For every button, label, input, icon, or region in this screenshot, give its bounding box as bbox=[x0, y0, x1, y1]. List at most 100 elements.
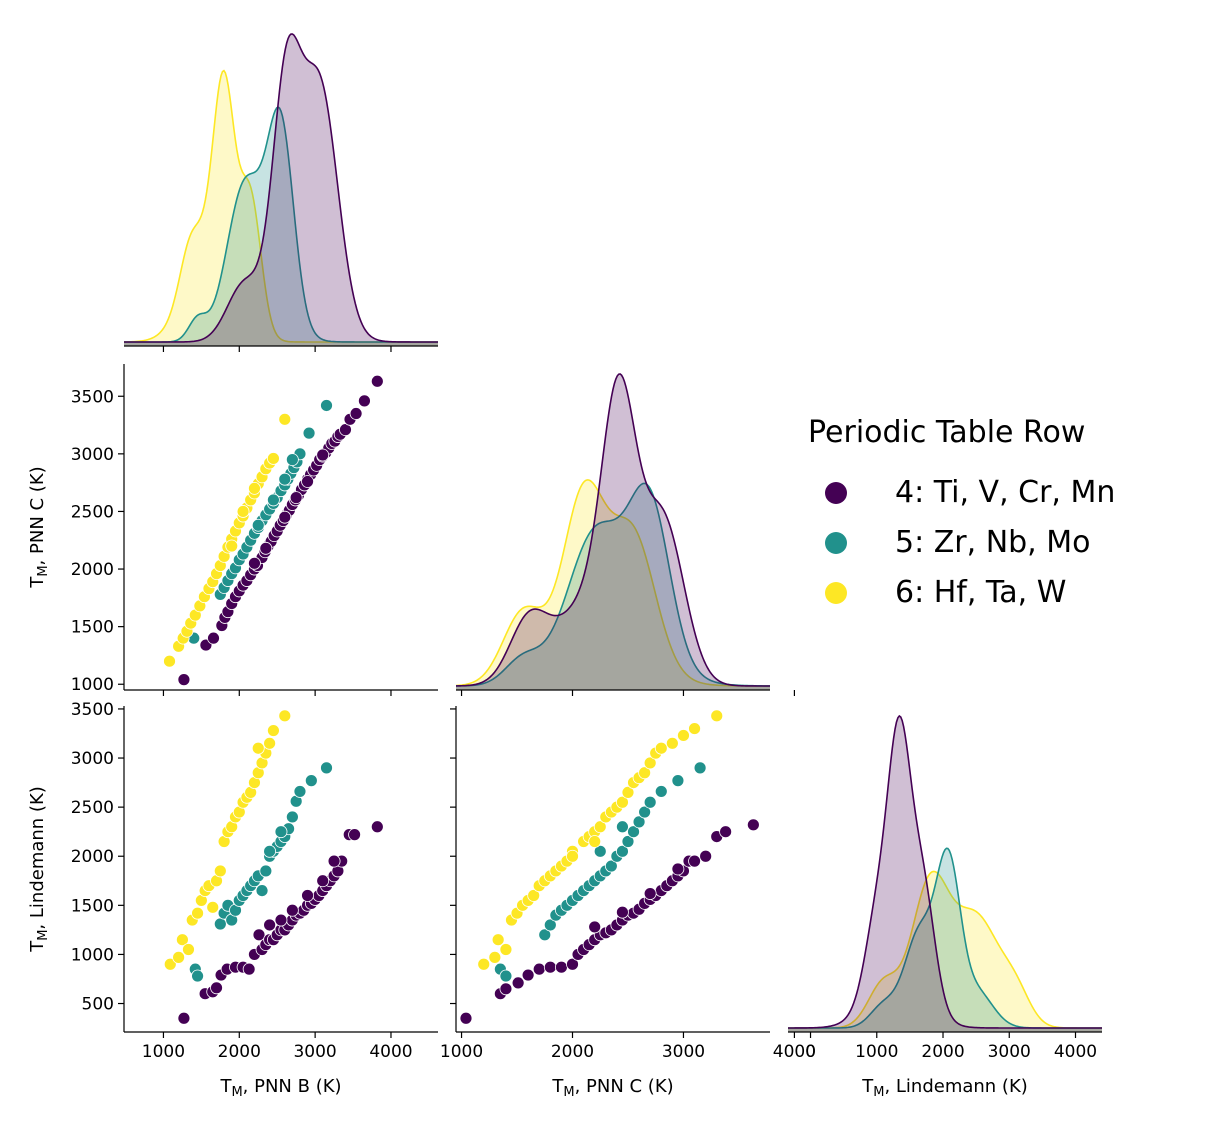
kde-panel-C bbox=[455, 373, 796, 696]
scatter-BC-y-tick-label: 3000 bbox=[71, 445, 114, 465]
scatter-BC-y-tick-label: 2000 bbox=[71, 560, 114, 580]
legend-marker-row6 bbox=[825, 582, 847, 604]
axis-labels-layer: TM, PNN B (K) TM, PNN C (K) TM, Lindemann … bbox=[27, 466, 1028, 1100]
scatter-CL-x-tick-label: 4000 bbox=[773, 1042, 816, 1062]
scatter-BC-y-tick-label: 3500 bbox=[71, 387, 114, 407]
y-axis-label-lindemann: TM, Lindemann (K) bbox=[27, 786, 51, 953]
scatter-point-row5 bbox=[632, 815, 646, 829]
scatter-point-row6 bbox=[267, 452, 280, 465]
scatter-CL-x-tick-label: 2000 bbox=[551, 1042, 594, 1062]
scatter-point-row5 bbox=[251, 518, 265, 532]
scatter-point-row4 bbox=[370, 374, 384, 388]
scatter-point-row6 bbox=[251, 741, 265, 755]
scatter-point-row5 bbox=[285, 453, 299, 467]
scatter-point-row6 bbox=[566, 849, 579, 863]
scatter-point-row5 bbox=[191, 969, 204, 983]
kde-fill-L-row4 bbox=[788, 716, 1102, 1032]
x-axis-label-pnn-c: TM, PNN C (K) bbox=[551, 1076, 673, 1100]
scatter-point-row5 bbox=[593, 844, 607, 858]
scatter-point-row6 bbox=[163, 654, 176, 668]
scatter-point-row4 bbox=[543, 960, 557, 974]
scatter-point-row5 bbox=[627, 825, 640, 839]
legend-label-row4: 4: Ti, V, Cr, Mn bbox=[895, 475, 1115, 510]
kde-L-x-tick-label: 2000 bbox=[921, 1042, 964, 1062]
y-axis-label-pnn-c: TM, PNN C (K) bbox=[27, 466, 51, 588]
scatter-point-row4 bbox=[327, 854, 341, 868]
scatter-point-row4 bbox=[459, 1011, 473, 1025]
scatter-point-row4 bbox=[248, 556, 261, 570]
scatter-point-row6 bbox=[638, 766, 652, 780]
x-axis-label-pnn-b: TM, PNN B (K) bbox=[219, 1076, 341, 1100]
scatter-point-row6 bbox=[643, 756, 657, 770]
scatter-point-row6 bbox=[263, 736, 277, 750]
scatter-panel-C-L: 1000 2000 3000 4000 bbox=[440, 706, 816, 1062]
scatter-point-row5 bbox=[304, 774, 318, 788]
scatter-point-row6 bbox=[236, 505, 250, 518]
scatter-point-row4 bbox=[499, 982, 513, 996]
scatter-point-row5 bbox=[671, 774, 685, 788]
scatter-point-row4 bbox=[349, 407, 363, 420]
kde-fill-B-row4 bbox=[124, 34, 438, 346]
kde-fill-C-row6 bbox=[456, 479, 770, 690]
kde-L-x-tick-label: 4000 bbox=[1054, 1042, 1097, 1062]
kde-fill-L-row6 bbox=[788, 871, 1102, 1032]
scatter-point-row4 bbox=[555, 960, 568, 974]
scatter-point-row6 bbox=[278, 709, 292, 723]
scatter-point-row4 bbox=[348, 828, 361, 842]
kde-line-C-row4 bbox=[455, 373, 770, 687]
scatter-point-row5 bbox=[274, 825, 288, 839]
scatter-point-row5 bbox=[293, 785, 307, 798]
legend-marker-row5 bbox=[825, 532, 847, 554]
scatter-point-row5 bbox=[267, 493, 280, 507]
kde-fill-C-row4 bbox=[456, 374, 770, 690]
kde-L-x-tick-label: 3000 bbox=[988, 1042, 1031, 1062]
kde-fill-L-row5 bbox=[788, 848, 1102, 1032]
scatter-panel-B-L: 1000 2000 3000 4000 500 1000 1500 2000 2500 3000 3… bbox=[71, 700, 438, 1062]
scatter-point-row4 bbox=[699, 849, 713, 863]
scatter-point-row6 bbox=[477, 957, 491, 971]
scatter-point-row5 bbox=[654, 785, 668, 798]
scatter-panel-B-C: 1000 1500 2000 2500 3000 3500 bbox=[71, 364, 438, 696]
scatter-point-row4 bbox=[263, 918, 277, 932]
scatter-point-row4 bbox=[358, 394, 371, 408]
scatter-point-row4 bbox=[521, 968, 535, 982]
scatter-point-row6 bbox=[213, 864, 227, 878]
legend-label-row5: 5: Zr, Nb, Mo bbox=[895, 525, 1090, 560]
scatter-point-row5 bbox=[616, 820, 629, 834]
scatter-point-row5 bbox=[538, 928, 552, 942]
scatter-BL-y-tick-label: 2500 bbox=[71, 798, 114, 818]
scatter-point-row4 bbox=[588, 920, 602, 934]
scatter-point-row6 bbox=[621, 786, 635, 799]
scatter-point-row6 bbox=[654, 741, 668, 755]
scatter-point-row6 bbox=[665, 736, 679, 750]
scatter-BL-y-tick-label: 1000 bbox=[71, 945, 114, 965]
scatter-point-row5 bbox=[255, 884, 269, 897]
kde-L-x-tick-label: 0 bbox=[805, 1042, 816, 1062]
scatter-point-row4 bbox=[285, 903, 299, 917]
scatter-BC-y-tick-label: 1500 bbox=[71, 618, 114, 638]
kde-line-L-row4 bbox=[788, 714, 1102, 1029]
kde-panel-L: 0 1000 2000 3000 4000 bbox=[788, 714, 1102, 1062]
scatter-point-row5 bbox=[638, 805, 652, 819]
scatter-point-row6 bbox=[182, 943, 195, 956]
scatter-point-row4 bbox=[616, 905, 629, 919]
scatter-point-row5 bbox=[320, 761, 333, 775]
x-axis-label-lindemann: TM, Lindemann (K) bbox=[861, 1076, 1028, 1100]
kde-fill-B-row5 bbox=[124, 107, 438, 346]
legend-marker-row4 bbox=[825, 482, 847, 504]
scatter-point-row4 bbox=[210, 981, 223, 995]
legend-label-row6: 6: Hf, Ta, W bbox=[895, 575, 1066, 610]
scatter-point-row5 bbox=[213, 917, 227, 931]
scatter-point-row6 bbox=[163, 957, 177, 971]
scatter-point-row5 bbox=[263, 844, 277, 858]
scatter-point-row4 bbox=[278, 510, 292, 524]
scatter-point-row6 bbox=[677, 729, 690, 742]
scatter-point-row5 bbox=[543, 918, 557, 932]
kde-fill-B-row6 bbox=[124, 70, 438, 346]
scatter-point-row4 bbox=[301, 475, 314, 488]
scatter-point-row4 bbox=[671, 862, 685, 876]
scatter-point-row4 bbox=[370, 820, 384, 834]
scatter-CL-x-tick-label: 1000 bbox=[440, 1042, 483, 1062]
scatter-point-row6 bbox=[616, 795, 629, 809]
scatter-point-row6 bbox=[688, 722, 701, 735]
